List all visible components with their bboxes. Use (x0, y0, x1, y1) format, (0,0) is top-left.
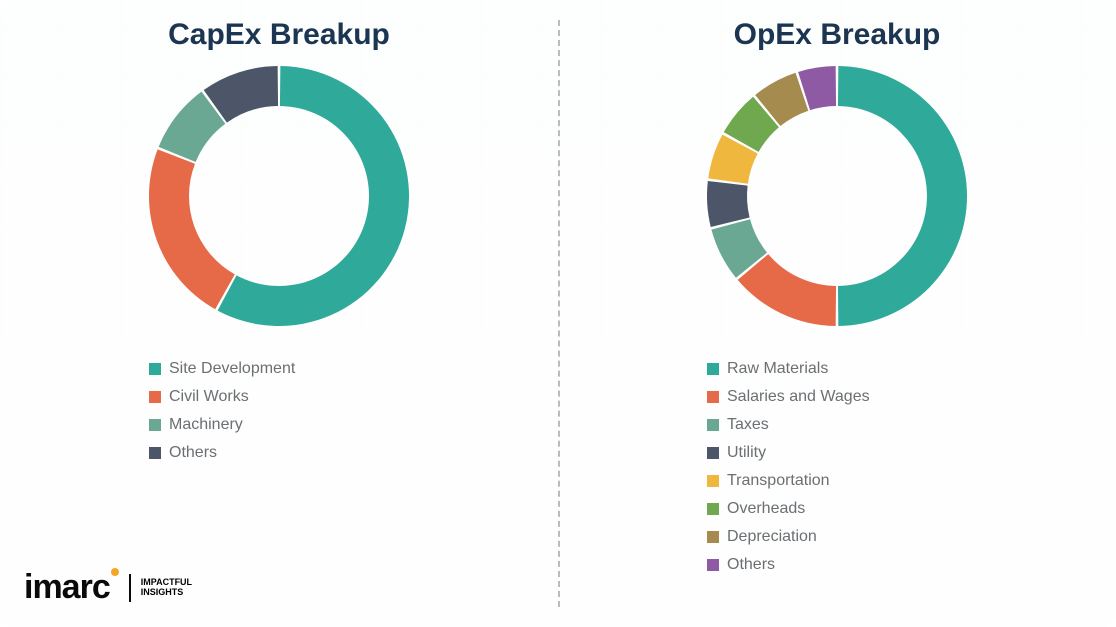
opex-legend-label-1: Salaries and Wages (727, 388, 870, 406)
opex-legend-item-6: Depreciation (707, 528, 967, 546)
capex-legend-swatch-1 (149, 391, 161, 403)
opex-legend-label-2: Taxes (727, 416, 769, 434)
opex-legend-label-0: Raw Materials (727, 360, 828, 378)
brand-logo: imarc IMPACTFUL INSIGHTS (24, 568, 192, 607)
opex-legend-swatch-1 (707, 391, 719, 403)
opex-legend-swatch-0 (707, 363, 719, 375)
capex-legend-label-2: Machinery (169, 416, 243, 434)
opex-legend: Raw Materials Salaries and Wages Taxes Util… (707, 360, 967, 574)
logo-tagline-2: INSIGHTS (141, 587, 184, 597)
opex-legend-swatch-5 (707, 503, 719, 515)
opex-legend-label-6: Depreciation (727, 528, 817, 546)
opex-legend-swatch-2 (707, 419, 719, 431)
opex-legend-label-3: Utility (727, 444, 766, 462)
opex-donut (705, 64, 969, 328)
capex-legend: Site Development Civil Works Machinery Othe… (149, 360, 409, 462)
capex-legend-item-0: Site Development (149, 360, 409, 378)
logo-tagline: IMPACTFUL INSIGHTS (141, 578, 192, 597)
opex-slice-0 (838, 66, 967, 326)
capex-legend-swatch-0 (149, 363, 161, 375)
opex-legend-item-0: Raw Materials (707, 360, 967, 378)
opex-legend-label-4: Transportation (727, 472, 830, 490)
capex-legend-label-3: Others (169, 444, 217, 462)
capex-legend-label-0: Site Development (169, 360, 295, 378)
opex-legend-swatch-4 (707, 475, 719, 487)
opex-legend-item-1: Salaries and Wages (707, 388, 967, 406)
capex-legend-swatch-3 (149, 447, 161, 459)
opex-legend-swatch-6 (707, 531, 719, 543)
opex-legend-item-7: Others (707, 556, 967, 574)
capex-legend-swatch-2 (149, 419, 161, 431)
capex-legend-item-3: Others (149, 444, 409, 462)
opex-legend-item-2: Taxes (707, 416, 967, 434)
opex-legend-label-5: Overheads (727, 500, 805, 518)
capex-panel: CapEx Breakup Site Development Civil Work… (0, 0, 558, 627)
opex-legend-item-3: Utility (707, 444, 967, 462)
opex-slice-1 (738, 254, 836, 326)
capex-legend-item-1: Civil Works (149, 388, 409, 406)
capex-legend-label-1: Civil Works (169, 388, 249, 406)
opex-legend-label-7: Others (727, 556, 775, 574)
opex-donut-wrap (705, 64, 969, 328)
opex-slice-3 (707, 181, 750, 227)
logo-word: imarc (24, 568, 110, 606)
capex-slice-1 (149, 149, 235, 309)
capex-donut-wrap (147, 64, 411, 328)
opex-panel: OpEx Breakup Raw Materials Salaries and W… (558, 0, 1116, 627)
logo-text: imarc (24, 568, 119, 607)
logo-dot-icon (111, 568, 119, 576)
logo-separator (129, 574, 131, 602)
opex-title: OpEx Breakup (558, 18, 1116, 52)
capex-title: CapEx Breakup (0, 18, 558, 52)
capex-donut (147, 64, 411, 328)
opex-legend-item-5: Overheads (707, 500, 967, 518)
opex-legend-swatch-7 (707, 559, 719, 571)
capex-legend-item-2: Machinery (149, 416, 409, 434)
opex-legend-swatch-3 (707, 447, 719, 459)
opex-legend-item-4: Transportation (707, 472, 967, 490)
figure-canvas: CapEx Breakup Site Development Civil Work… (0, 0, 1116, 627)
